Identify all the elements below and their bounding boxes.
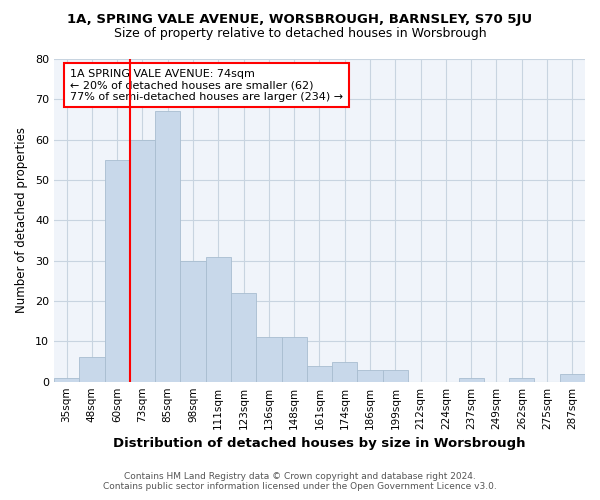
- Text: Contains HM Land Registry data © Crown copyright and database right 2024.
Contai: Contains HM Land Registry data © Crown c…: [103, 472, 497, 491]
- Bar: [79, 358, 104, 382]
- Bar: [54, 378, 79, 382]
- Text: 1A SPRING VALE AVENUE: 74sqm
← 20% of detached houses are smaller (62)
77% of se: 1A SPRING VALE AVENUE: 74sqm ← 20% of de…: [70, 68, 343, 102]
- Bar: [509, 378, 535, 382]
- Bar: [458, 378, 484, 382]
- Bar: [358, 370, 383, 382]
- Bar: [281, 338, 307, 382]
- Bar: [383, 370, 408, 382]
- Bar: [560, 374, 585, 382]
- Bar: [332, 362, 358, 382]
- Text: 1A, SPRING VALE AVENUE, WORSBROUGH, BARNSLEY, S70 5JU: 1A, SPRING VALE AVENUE, WORSBROUGH, BARN…: [67, 12, 533, 26]
- Bar: [181, 260, 206, 382]
- Bar: [307, 366, 332, 382]
- Bar: [104, 160, 130, 382]
- Bar: [206, 256, 231, 382]
- Bar: [231, 293, 256, 382]
- Bar: [155, 112, 181, 382]
- Text: Size of property relative to detached houses in Worsbrough: Size of property relative to detached ho…: [113, 28, 487, 40]
- Y-axis label: Number of detached properties: Number of detached properties: [15, 128, 28, 314]
- Bar: [256, 338, 281, 382]
- X-axis label: Distribution of detached houses by size in Worsbrough: Distribution of detached houses by size …: [113, 437, 526, 450]
- Bar: [130, 140, 155, 382]
